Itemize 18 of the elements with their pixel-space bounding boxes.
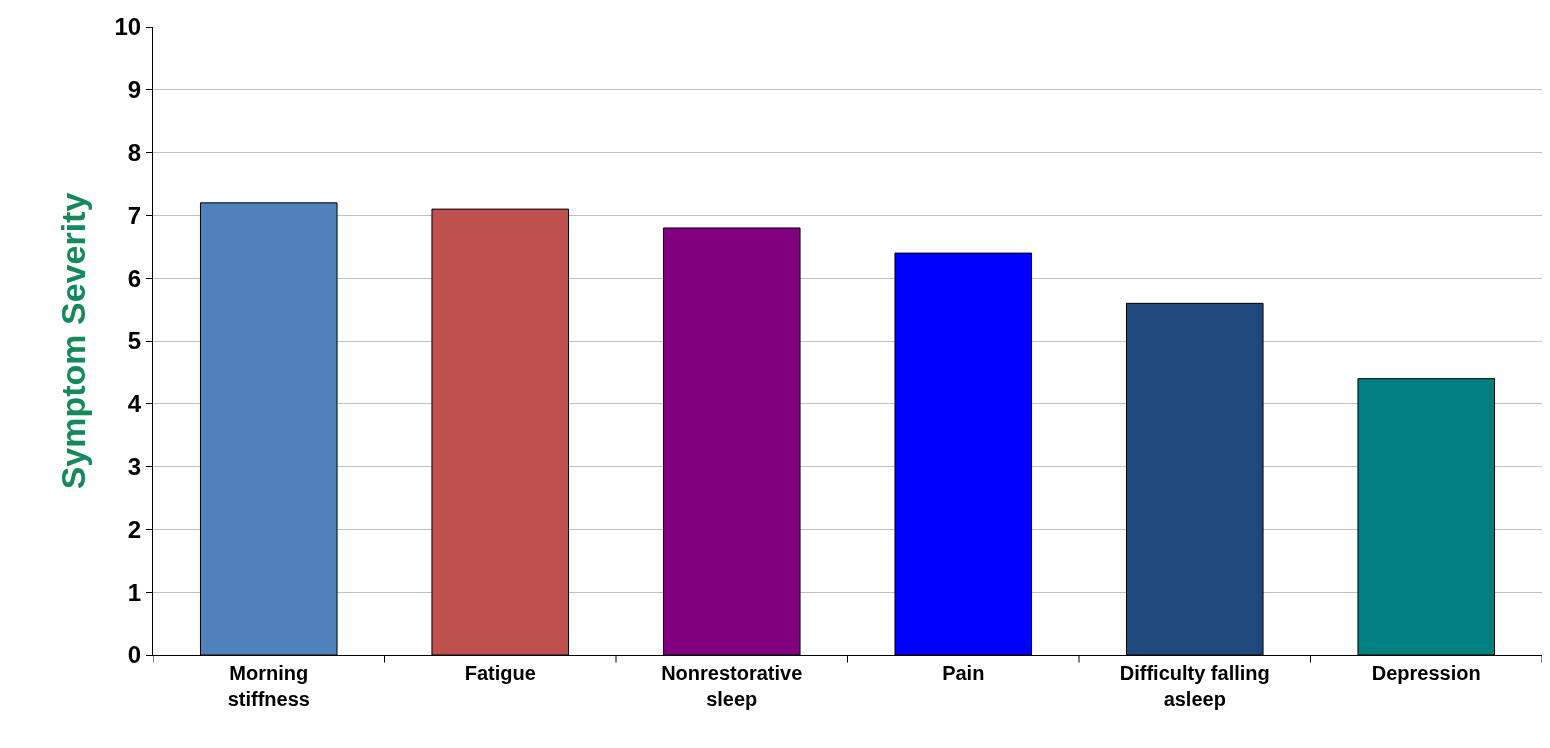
x-tick-label: Difficulty falling asleep [1119,662,1270,710]
x-tick-label: Depression [1371,662,1481,684]
y-tick-label: 4 [127,390,142,418]
x-tick-label: Fatigue [464,662,536,684]
y-tick-label: 5 [127,327,142,355]
x-tick-label: Morning stiffness [227,662,310,710]
y-tick-label: 2 [127,515,142,543]
y-tick-label: 9 [127,76,142,104]
y-tick-label: 1 [127,578,142,606]
y-tick-label: 6 [127,264,142,292]
x-tick-label: Nonrestorative sleep [661,662,803,710]
y-tick-label: 3 [127,453,142,480]
y-tick-label: 0 [127,641,142,669]
y-tick-label: 8 [127,139,142,166]
y-tick-label: 10 [114,13,142,41]
y-tick-label: 7 [127,201,142,229]
x-tick-label: Pain [942,662,985,684]
y-axis-title: Symptom Severity [54,192,93,490]
